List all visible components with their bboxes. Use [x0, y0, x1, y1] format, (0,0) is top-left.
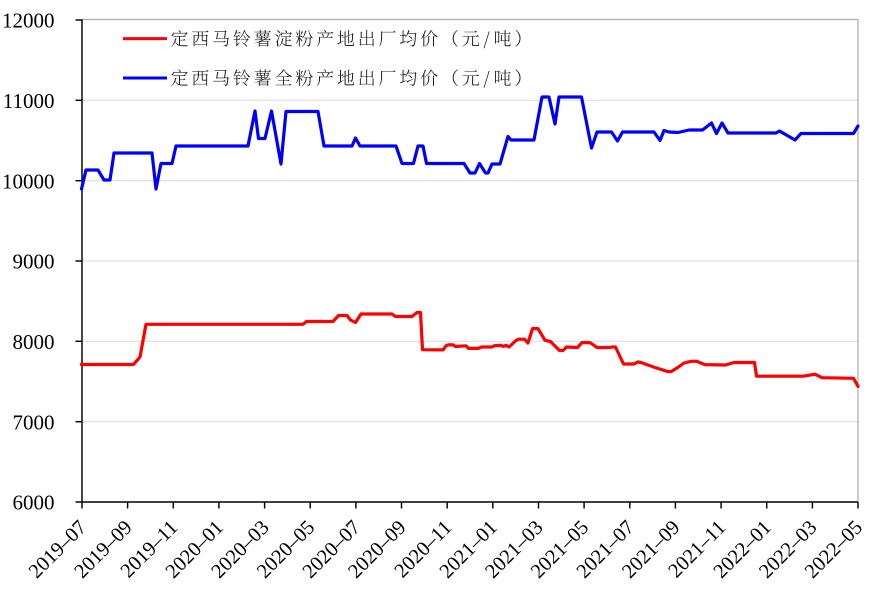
svg-text:7000: 7000 — [13, 410, 55, 434]
svg-text:6000: 6000 — [13, 491, 55, 515]
svg-text:10000: 10000 — [2, 169, 55, 193]
svg-text:12000: 12000 — [2, 9, 55, 33]
svg-text:8000: 8000 — [13, 330, 55, 354]
svg-text:9000: 9000 — [13, 250, 55, 274]
svg-text:11000: 11000 — [3, 89, 55, 113]
